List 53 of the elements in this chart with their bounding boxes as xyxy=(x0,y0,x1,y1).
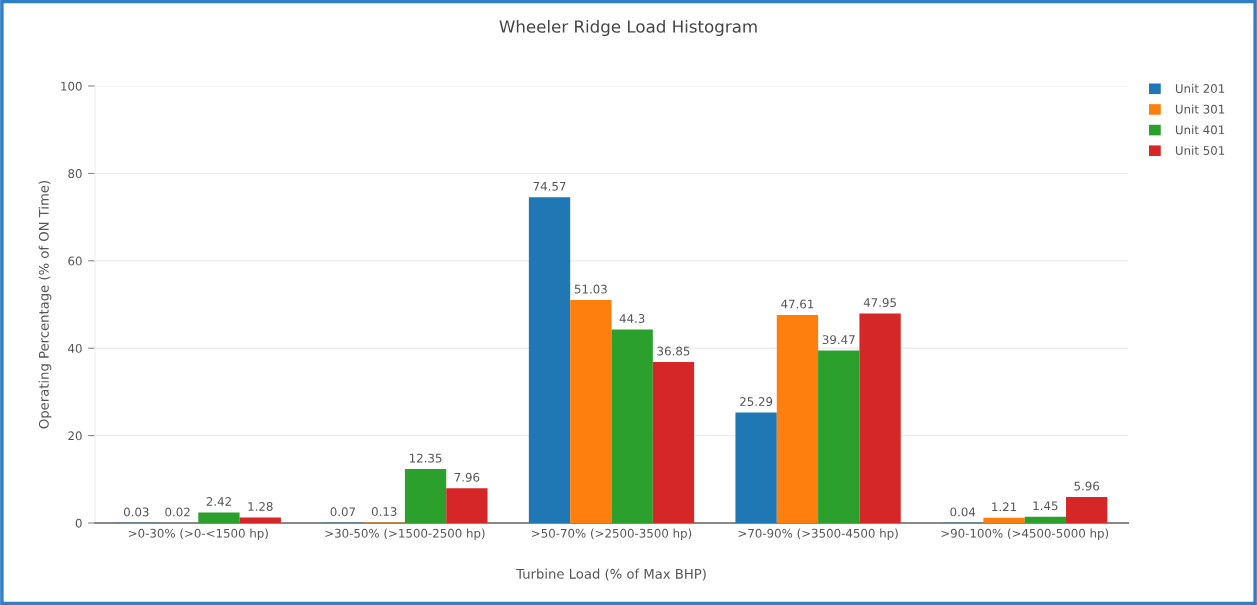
data-label: 0.02 xyxy=(165,507,190,517)
bar xyxy=(239,517,281,523)
bar xyxy=(983,517,1025,523)
y-tick-label: 20 xyxy=(68,431,82,441)
data-label: 25.29 xyxy=(740,397,773,407)
data-label: 0.13 xyxy=(371,507,397,516)
y-tick-label: 0 xyxy=(75,518,82,528)
legend-label: Unit 201 xyxy=(1175,83,1225,94)
x-tick-label: >0-30% (>0-<1500 hp) xyxy=(128,528,268,540)
data-label: 51.03 xyxy=(574,284,607,294)
x-tick-label: >50-70% (>2500-3500 hp) xyxy=(532,528,692,540)
data-label: 47.61 xyxy=(781,299,814,309)
bar xyxy=(1024,516,1067,523)
bar xyxy=(528,197,571,523)
legend-label: Unit 401 xyxy=(1175,125,1225,135)
data-label: 74.57 xyxy=(533,181,566,191)
x-tick-label: >30-50% (>1500-2500 hp) xyxy=(325,528,485,540)
bar xyxy=(735,412,777,523)
data-label: 12.35 xyxy=(409,453,442,463)
y-tick-label: 100 xyxy=(61,81,82,91)
data-label: 0.03 xyxy=(123,507,149,517)
y-tick-label: 60 xyxy=(68,256,82,266)
data-label: 5.96 xyxy=(1074,481,1100,491)
bar xyxy=(570,300,612,523)
x-axis-title: Turbine Load (% of Max BHP) xyxy=(516,568,706,581)
data-label: 39.47 xyxy=(822,335,855,345)
data-label: 36.85 xyxy=(657,346,690,356)
x-tick-label: >90-100% (>4500-5000 hp) xyxy=(941,528,1109,540)
data-label: 0.07 xyxy=(330,507,356,517)
y-tick-label: 40 xyxy=(68,343,82,353)
bar xyxy=(404,469,447,523)
data-label: 0.04 xyxy=(950,507,976,517)
legend-label: Unit 301 xyxy=(1175,104,1225,114)
legend-label: Unit 501 xyxy=(1175,145,1225,155)
y-tick-label: 80 xyxy=(68,169,82,179)
bar xyxy=(611,329,653,523)
data-label: 2.42 xyxy=(206,497,231,506)
bar xyxy=(198,512,240,523)
y-axis-title: Operating Percentage (% of ON Time) xyxy=(38,181,52,429)
x-tick-label: >70-90% (>3500-4500 hp) xyxy=(738,528,898,540)
bar xyxy=(1066,496,1108,523)
data-label: 1.28 xyxy=(248,502,273,511)
chart-title: Wheeler Ridge Load Histogram xyxy=(499,19,757,37)
bar xyxy=(446,488,488,523)
bar xyxy=(776,314,819,523)
bar xyxy=(652,361,695,523)
bar xyxy=(818,350,860,523)
data-label: 7.96 xyxy=(454,472,480,482)
bar xyxy=(859,313,901,523)
data-label: 47.95 xyxy=(863,298,896,307)
data-label: 1.21 xyxy=(992,502,1017,512)
data-label: 44.3 xyxy=(619,314,645,323)
data-label: 1.45 xyxy=(1033,501,1058,511)
